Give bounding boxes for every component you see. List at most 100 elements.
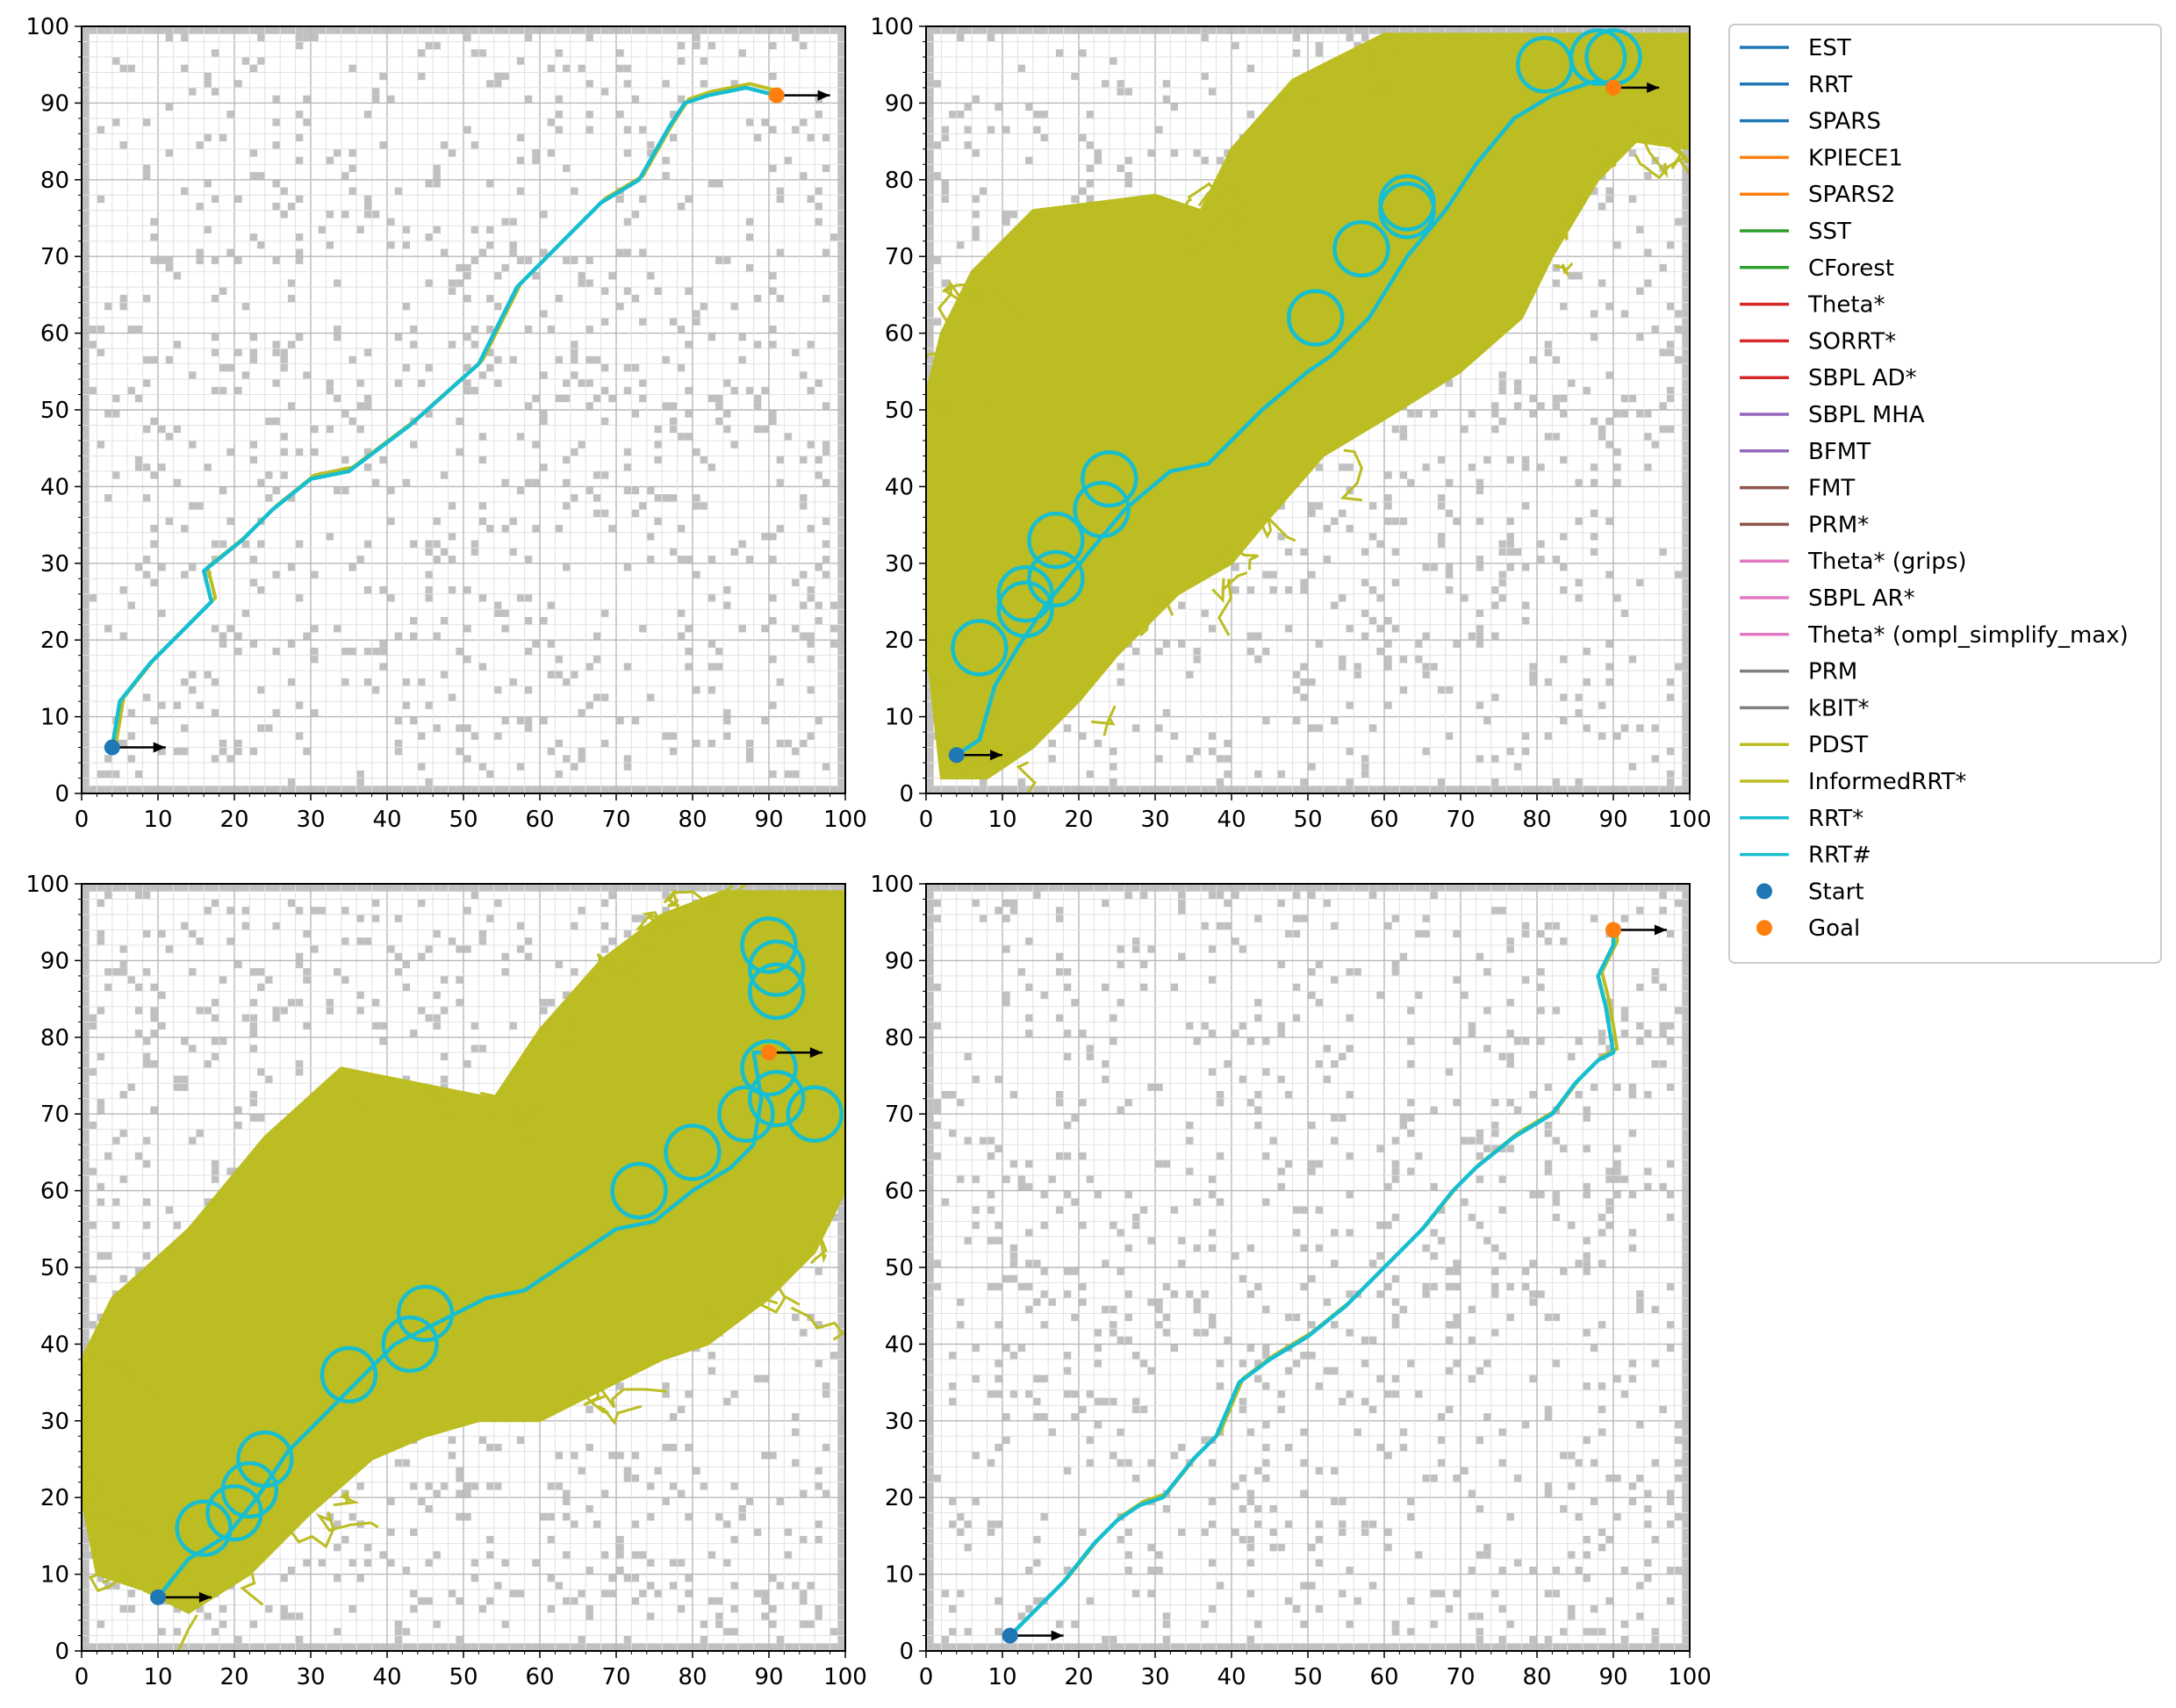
informedrrt-edge bbox=[84, 1350, 165, 1397]
start-heading-arrow-head bbox=[153, 742, 166, 753]
panel-bottom-left: 0 10 20 30 40 50 60 70 80 90 100 0 10 20 30 40 50 60 70 80 9… bbox=[25, 872, 866, 1690]
x-tick-label: 0 bbox=[75, 1664, 90, 1690]
informedrrt-edge bbox=[926, 351, 938, 362]
x-tick-label: 50 bbox=[1293, 807, 1322, 833]
legend-label: Theta* (ompl_simplify_max) bbox=[1807, 622, 2129, 649]
y-tick-label: 90 bbox=[40, 90, 69, 117]
x-tick-label: 70 bbox=[601, 1664, 630, 1690]
informedrrt-edge bbox=[597, 959, 651, 1002]
informedrrt-edge bbox=[88, 1568, 126, 1593]
x-tick-label: 80 bbox=[1522, 807, 1551, 833]
legend-item: SPARS bbox=[1740, 109, 1881, 135]
informedrrt-edge bbox=[190, 1223, 219, 1267]
legend-item: Goal bbox=[1756, 915, 1860, 942]
start-marker bbox=[1002, 1627, 1018, 1644]
x-tick-label: 20 bbox=[1064, 1664, 1093, 1690]
legend-label: SBPL MHA bbox=[1808, 402, 1925, 428]
y-tick-label: 0 bbox=[899, 781, 914, 807]
legend-label: CForest bbox=[1808, 255, 1894, 282]
y-tick-label: 90 bbox=[885, 90, 914, 117]
start-marker bbox=[948, 747, 965, 764]
rrt-star-loop bbox=[996, 565, 1054, 623]
rrt-star-loop bbox=[1332, 219, 1390, 278]
legend-item: FMT bbox=[1740, 476, 1855, 502]
legend-label: InformedRRT* bbox=[1808, 769, 1966, 795]
informedrrt-edge bbox=[635, 915, 674, 932]
rrt-star-loop bbox=[786, 1085, 844, 1143]
y-tick-label: 20 bbox=[40, 628, 69, 654]
y-tick-label: 30 bbox=[885, 551, 914, 578]
rrt-star-loop bbox=[951, 619, 1009, 677]
informedrrt-edge bbox=[1016, 761, 1037, 793]
rrt-star-loop bbox=[1081, 449, 1138, 508]
x-tick-label: 20 bbox=[219, 807, 248, 833]
informedrrt-edge bbox=[1172, 197, 1205, 253]
informedrrt-edge bbox=[1221, 549, 1259, 571]
legend-item: RRT bbox=[1740, 72, 1852, 98]
y-tick-label: 10 bbox=[885, 705, 914, 731]
rrt-star-path bbox=[955, 77, 1615, 757]
x-tick-label: 60 bbox=[525, 807, 554, 833]
goal-marker bbox=[761, 1044, 777, 1061]
x-tick-label: 50 bbox=[449, 1664, 478, 1690]
informedrrt-edge bbox=[702, 1307, 720, 1330]
x-tick-label: 70 bbox=[1446, 807, 1475, 833]
start-heading-arrow-head bbox=[1051, 1630, 1064, 1641]
informedrrt-edge bbox=[1626, 121, 1669, 179]
legend-label: Goal bbox=[1808, 915, 1860, 942]
rrt-star-loop bbox=[740, 1039, 798, 1097]
x-tick-label: 90 bbox=[754, 1664, 783, 1690]
informedrrt-edge bbox=[1589, 147, 1617, 172]
y-tick-label: 100 bbox=[25, 14, 69, 40]
y-tick-label: 50 bbox=[40, 398, 69, 424]
informedrrt-edge bbox=[598, 944, 653, 974]
x-tick-label: 60 bbox=[525, 1664, 554, 1690]
rrt-star-loop bbox=[320, 1346, 378, 1404]
y-tick-label: 100 bbox=[870, 14, 914, 40]
y-tick-label: 20 bbox=[40, 1485, 69, 1511]
informedrrt-edge bbox=[602, 1405, 643, 1425]
legend-item: EST bbox=[1740, 35, 1851, 61]
informedrrt-edge bbox=[773, 1257, 793, 1299]
goal-heading-arrow-head bbox=[809, 1047, 822, 1059]
legend-item: SST bbox=[1740, 219, 1851, 245]
informedrrt-edge bbox=[176, 1614, 198, 1651]
x-tick-label: 60 bbox=[1369, 807, 1398, 833]
x-tick-label: 30 bbox=[1140, 1664, 1169, 1690]
y-tick-label: 10 bbox=[40, 705, 69, 731]
informedrrt-edge bbox=[1276, 97, 1298, 133]
legend-item: KPIECE1 bbox=[1740, 145, 1903, 171]
informedrrt-edge bbox=[1212, 214, 1251, 232]
informedrrt-edge bbox=[809, 1236, 828, 1265]
y-tick-label: 100 bbox=[870, 872, 914, 898]
informedrrt-edge bbox=[1217, 578, 1232, 636]
x-tick-label: 100 bbox=[823, 807, 867, 833]
y-tick-label: 80 bbox=[40, 1025, 69, 1051]
legend-item: SBPL AR* bbox=[1740, 585, 1915, 612]
goal-marker bbox=[1605, 922, 1621, 938]
y-tick-label: 20 bbox=[885, 1485, 914, 1511]
y-tick-label: 70 bbox=[885, 1102, 914, 1128]
legend-label: PRM* bbox=[1808, 512, 1869, 538]
y-tick-label: 80 bbox=[885, 168, 914, 194]
x-tick-label: 0 bbox=[75, 807, 90, 833]
legend-label: PRM bbox=[1808, 659, 1857, 685]
legend-item: kBIT* bbox=[1740, 695, 1869, 721]
rrt-star-loop bbox=[740, 916, 798, 974]
x-tick-label: 90 bbox=[1598, 807, 1627, 833]
start-marker bbox=[150, 1589, 166, 1605]
legend-label: SST bbox=[1808, 219, 1851, 245]
occupancy-grid bbox=[926, 884, 1690, 1651]
legend-label: FMT bbox=[1808, 476, 1855, 502]
legend-item: RRT* bbox=[1740, 806, 1864, 832]
informedrrt-edge bbox=[1372, 48, 1400, 95]
rrt-star-loop bbox=[220, 1460, 279, 1519]
informedrrt-edge bbox=[1139, 593, 1174, 637]
rrt-star-loop bbox=[610, 1161, 668, 1220]
x-tick-label: 10 bbox=[987, 807, 1016, 833]
legend-label: BFMT bbox=[1808, 439, 1871, 465]
legend-label: SBPL AD* bbox=[1808, 365, 1917, 391]
legend-item: InformedRRT* bbox=[1740, 769, 1966, 795]
y-tick-label: 40 bbox=[885, 474, 914, 500]
